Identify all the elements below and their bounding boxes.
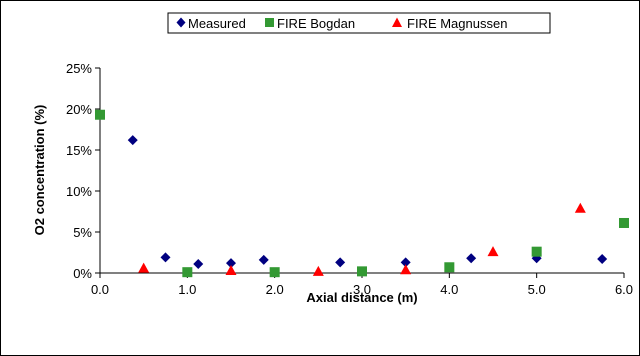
y-tick-label: 20% [66,102,92,117]
legend-marker-measured [176,17,186,28]
point-measured [160,252,171,263]
y-tick-label: 10% [66,184,92,199]
legend-item-fire-bogdan: FIRE Bogdan [265,16,355,31]
x-tick-label: 2.0 [266,282,284,297]
legend-marker-fire-magnussen [392,17,402,27]
legend-item-measured: Measured [176,16,246,31]
point-measured [226,258,236,269]
point-fire-bogdan [619,217,629,228]
point-measured [597,254,608,265]
x-tick-label: 5.0 [528,282,546,297]
point-fire-bogdan [531,246,542,257]
x-tick-label: 6.0 [615,282,633,297]
point-measured [466,253,477,264]
point-fire-magnussen [487,246,499,257]
y-tick-label: 5% [73,225,92,240]
x-tick-label: 3.0 [353,282,371,297]
point-fire-bogdan [182,267,193,278]
y-axis-title: O2 concentration (%) [32,105,47,236]
point-measured [335,257,346,268]
point-fire-bogdan [444,262,455,273]
y-ticks: 0% 5% 10% 15% 20% 25% [66,61,100,281]
y-tick-label: 0% [73,266,92,281]
legend-item-fire-magnussen: FIRE Magnussen [392,16,507,31]
point-fire-magnussen [225,265,237,276]
point-fire-bogdan [269,267,280,278]
point-fire-bogdan [95,109,105,120]
legend-marker-fire-bogdan [265,18,274,27]
point-fire-bogdan [357,266,367,277]
point-fire-magnussen [138,262,150,273]
point-measured [400,257,411,268]
legend-label-fire-magnussen: FIRE Magnussen [407,16,507,31]
y-tick-label: 15% [66,143,92,158]
legend-box [167,12,551,34]
point-fire-magnussen [574,202,586,213]
point-fire-magnussen [312,265,324,276]
legend: Measured FIRE Bogdan FIRE Magnussen [167,12,551,34]
point-measured [258,254,269,265]
point-measured [193,258,204,269]
x-tick-label: 1.0 [178,282,196,297]
y-tick-label: 25% [66,61,92,76]
point-fire-magnussen [400,264,412,275]
data-markers [95,109,629,278]
x-tick-label: 4.0 [440,282,458,297]
legend-label-fire-bogdan: FIRE Bogdan [277,16,355,31]
point-measured [127,135,138,146]
legend-label-measured: Measured [188,16,246,31]
x-axis-title: Axial distance (m) [306,290,417,305]
x-tick-label: 0.0 [91,282,109,297]
